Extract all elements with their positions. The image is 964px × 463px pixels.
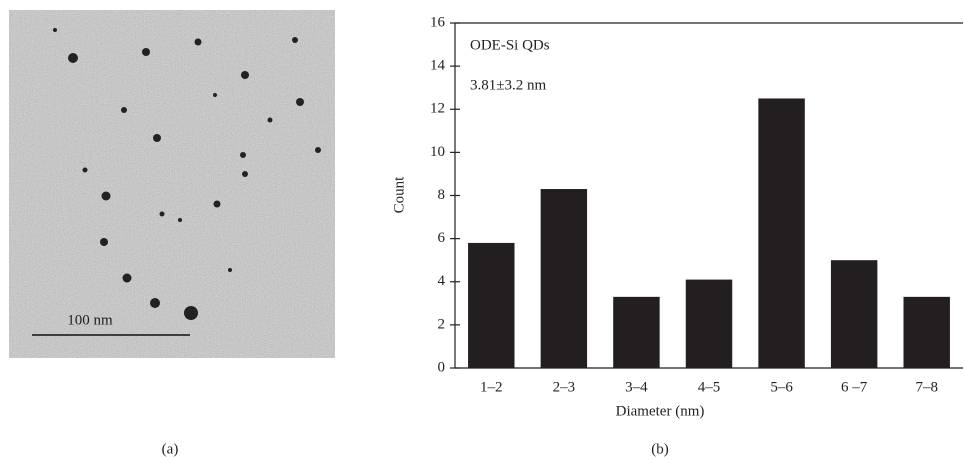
y-tick-label: 4 bbox=[438, 273, 446, 289]
x-tick-label: 6 –7 bbox=[841, 379, 868, 395]
tem-image: 100 nm bbox=[9, 10, 335, 358]
y-tick-label: 6 bbox=[438, 230, 446, 246]
x-tick-label: 7–8 bbox=[915, 379, 938, 395]
annotation: ODE-Si QDs bbox=[470, 37, 550, 53]
tem-background bbox=[9, 10, 335, 358]
bar bbox=[613, 297, 659, 368]
y-axis-title: Count bbox=[391, 176, 407, 214]
y-tick-label: 14 bbox=[430, 58, 446, 74]
bar bbox=[903, 297, 949, 368]
panel-label: (a) bbox=[162, 441, 179, 457]
x-tick-label: 2–3 bbox=[553, 379, 576, 395]
panel-label: (b) bbox=[651, 441, 669, 457]
x-tick-label: 1–2 bbox=[480, 379, 503, 395]
y-tick-label: 8 bbox=[438, 187, 446, 203]
annotation: 3.81±3.2 nm bbox=[470, 77, 546, 93]
bar bbox=[758, 98, 804, 368]
y-tick-label: 10 bbox=[430, 144, 445, 160]
x-tick-label: 3–4 bbox=[625, 379, 648, 395]
figure: 100 nm (a) (b) ODE-Si QDs 3.81±3.2 nm Di… bbox=[0, 0, 964, 463]
y-tick-label: 16 bbox=[430, 14, 446, 30]
scale-bar-label: 100 nm bbox=[67, 312, 113, 328]
y-tick-label: 0 bbox=[438, 359, 446, 375]
bar bbox=[541, 189, 587, 368]
x-tick-label: 4–5 bbox=[698, 379, 721, 395]
bar bbox=[686, 280, 732, 368]
y-tick-label: 12 bbox=[430, 101, 445, 117]
bar bbox=[831, 260, 877, 368]
x-tick-label: 5–6 bbox=[770, 379, 793, 395]
bar bbox=[468, 243, 514, 368]
x-axis-title: Diameter (nm) bbox=[616, 403, 705, 419]
page: {"chart_data": {"type": "bar", "categori… bbox=[0, 0, 964, 463]
y-tick-label: 2 bbox=[438, 316, 446, 332]
